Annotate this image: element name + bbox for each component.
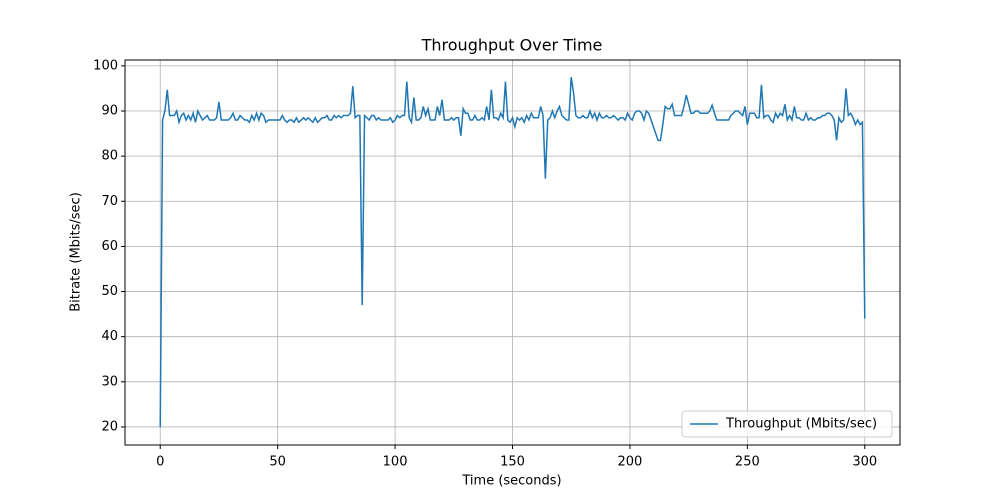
y-tick-label: 70 (101, 194, 118, 209)
x-tick-label: 0 (156, 455, 164, 470)
y-tick-label: 20 (101, 419, 118, 434)
x-tick-label: 150 (500, 455, 525, 470)
y-tick-label: 50 (101, 284, 118, 299)
plot-frame (124, 59, 901, 446)
y-tick-label: 80 (101, 149, 118, 164)
chart-title: Throughput Over Time (421, 36, 603, 55)
y-tick-label: 40 (101, 329, 118, 344)
x-axis-label: Time (seconds) (461, 474, 561, 489)
y-tick-label: 60 (101, 239, 118, 254)
x-tick-label: 50 (269, 455, 286, 470)
x-tick-label: 100 (383, 455, 408, 470)
y-axis-label: Bitrate (Mbits/sec) (69, 192, 84, 312)
legend-label: Throughput (Mbits/sec) (725, 417, 877, 432)
x-tick-label: 250 (735, 455, 760, 470)
legend-box (681, 410, 893, 438)
x-tick-label: 200 (618, 455, 643, 470)
y-tick-label: 100 (93, 58, 118, 73)
y-tick-label: 90 (101, 104, 118, 119)
x-tick-label: 300 (852, 455, 877, 470)
y-tick-label: 30 (101, 374, 118, 389)
data-line (159, 77, 866, 427)
